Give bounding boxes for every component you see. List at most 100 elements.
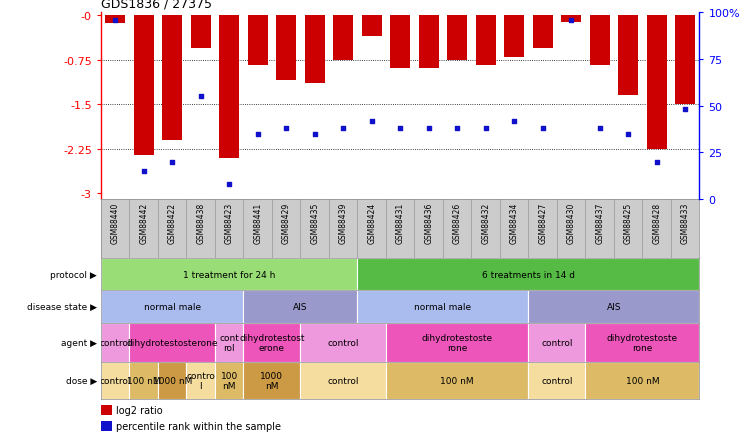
Text: dihydrotestoste
rone: dihydrotestoste rone (607, 333, 678, 352)
Bar (386, 323, 528, 362)
Text: GSM88433: GSM88433 (681, 203, 690, 244)
Bar (186, 362, 215, 399)
Text: 100
nM: 100 nM (221, 371, 238, 391)
Bar (528, 323, 586, 362)
Bar (129, 362, 158, 399)
Point (451, 125, 463, 132)
Text: dihydrotestosterone: dihydrotestosterone (126, 339, 218, 347)
Text: GSM88427: GSM88427 (538, 203, 547, 244)
Bar (419, 16, 438, 69)
Text: control: control (328, 339, 359, 347)
Bar (504, 16, 524, 57)
Text: GSM88432: GSM88432 (481, 203, 490, 244)
Point (679, 107, 691, 114)
Bar (358, 291, 528, 323)
Bar (528, 291, 699, 323)
Text: control: control (99, 339, 131, 347)
Point (423, 125, 435, 132)
Bar (101, 421, 111, 431)
Text: 1 treatment for 24 h: 1 treatment for 24 h (183, 270, 275, 279)
Bar (589, 16, 610, 66)
Text: AIS: AIS (607, 302, 621, 312)
Text: cont
rol: cont rol (219, 333, 239, 352)
Text: GSM88423: GSM88423 (224, 203, 233, 244)
Point (166, 159, 178, 166)
Bar (101, 323, 129, 362)
Bar (675, 16, 695, 105)
Bar (586, 362, 699, 399)
Text: normal male: normal male (414, 302, 471, 312)
Bar (333, 16, 353, 60)
Bar (101, 258, 358, 291)
Text: contro
l: contro l (186, 371, 215, 391)
Point (337, 125, 349, 132)
Text: GSM88422: GSM88422 (168, 203, 177, 243)
Text: control: control (99, 376, 131, 385)
Point (622, 131, 634, 138)
Point (508, 118, 520, 125)
Bar (447, 16, 468, 60)
Text: GSM88430: GSM88430 (567, 203, 576, 244)
Text: GSM88440: GSM88440 (111, 203, 120, 244)
Text: GSM88441: GSM88441 (254, 203, 263, 244)
Bar (101, 405, 111, 415)
Bar (301, 362, 386, 399)
Text: disease state ▶: disease state ▶ (27, 302, 97, 312)
Text: GSM88436: GSM88436 (424, 203, 433, 244)
Bar (162, 16, 183, 140)
Point (252, 131, 264, 138)
Text: percentile rank within the sample: percentile rank within the sample (116, 421, 281, 431)
Bar (304, 16, 325, 84)
Point (223, 181, 235, 188)
Bar (129, 323, 215, 362)
Point (394, 125, 406, 132)
Bar (101, 362, 129, 399)
Point (594, 125, 606, 132)
Text: GSM88442: GSM88442 (139, 203, 148, 244)
Text: GSM88431: GSM88431 (396, 203, 405, 244)
Bar (362, 16, 381, 37)
Text: 1000 nM: 1000 nM (153, 376, 192, 385)
Bar (561, 16, 581, 23)
Bar (528, 362, 586, 399)
Point (479, 125, 491, 132)
Bar (390, 16, 410, 69)
Bar (248, 16, 268, 66)
Bar (158, 362, 186, 399)
Point (565, 17, 577, 24)
Point (309, 131, 321, 138)
Text: 1000
nM: 1000 nM (260, 371, 283, 391)
Text: GSM88428: GSM88428 (652, 203, 661, 243)
Text: dihydrotestost
erone: dihydrotestost erone (239, 333, 304, 352)
Point (651, 159, 663, 166)
Bar (358, 258, 699, 291)
Bar (586, 323, 699, 362)
Bar (243, 291, 358, 323)
Text: control: control (541, 376, 573, 385)
Bar (476, 16, 496, 66)
Bar (301, 323, 386, 362)
Text: GDS1836 / 27375: GDS1836 / 27375 (101, 0, 212, 10)
Text: GSM88426: GSM88426 (453, 203, 462, 244)
Point (109, 17, 121, 24)
Point (366, 118, 378, 125)
Text: 100 nM: 100 nM (127, 376, 161, 385)
Text: control: control (541, 339, 573, 347)
Text: GSM88425: GSM88425 (624, 203, 633, 244)
Point (194, 93, 206, 100)
Text: AIS: AIS (293, 302, 307, 312)
Text: GSM88439: GSM88439 (339, 203, 348, 244)
Bar (647, 16, 666, 149)
Bar (215, 323, 243, 362)
Bar (386, 362, 528, 399)
Bar (215, 362, 243, 399)
Bar (243, 362, 301, 399)
Bar (134, 16, 153, 155)
Point (280, 125, 292, 132)
Bar (618, 16, 638, 96)
Text: normal male: normal male (144, 302, 200, 312)
Point (138, 168, 150, 175)
Point (536, 125, 548, 132)
Text: control: control (328, 376, 359, 385)
Bar (533, 16, 553, 49)
